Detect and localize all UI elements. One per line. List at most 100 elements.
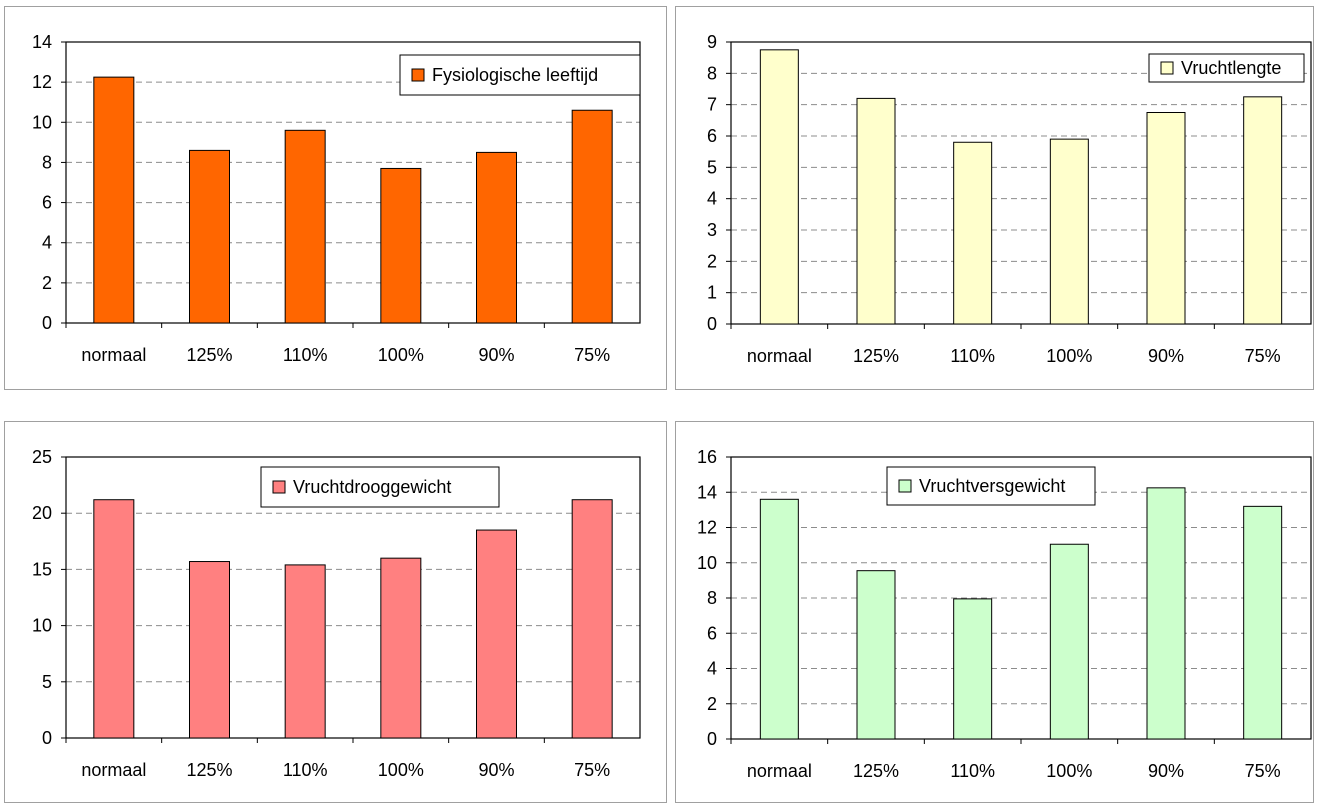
bar (93, 499, 135, 739)
x-tick-label: 100% (378, 345, 424, 365)
bar (571, 109, 613, 324)
y-tick-label: 12 (32, 72, 52, 92)
x-tick-label: 100% (1046, 346, 1092, 366)
chart-svg: 0 2 4 6 8 10 12 14 16 normaal 125% 110% 100% 90% 75% Vr… (697, 447, 1312, 781)
x-tick-label: 75% (574, 345, 610, 365)
x-tick-label: 75% (1245, 346, 1281, 366)
bar (1243, 96, 1283, 325)
y-tick-label: 4 (707, 659, 717, 679)
bar (476, 529, 517, 739)
y-tick-label: 2 (707, 694, 717, 714)
bar (759, 49, 799, 325)
bar (93, 76, 135, 324)
x-tick-label: 125% (186, 760, 232, 780)
bar (1243, 505, 1283, 740)
x-tick-label: 75% (1245, 761, 1281, 781)
y-tick-label: 12 (697, 518, 717, 538)
chart-svg: 0 2 4 6 8 10 12 14 normaal 125% 110% 100% 90% 75% Fysi… (32, 32, 641, 365)
bar (380, 167, 422, 324)
x-tick-label: 100% (1046, 761, 1092, 781)
x-tick-label: 90% (478, 345, 514, 365)
y-tick-label: 1 (707, 283, 717, 303)
chart-vruchtversgewicht: 0 2 4 6 8 10 12 14 16 normaal 125% 110% 100% 90% 75% Vr… (675, 421, 1314, 803)
legend-label: Vruchtversgewicht (919, 476, 1065, 496)
y-tick-label: 10 (32, 112, 52, 132)
y-tick-label: 10 (32, 616, 52, 636)
y-tick-label: 8 (707, 63, 717, 83)
bar (1049, 138, 1089, 325)
x-tick-label: 125% (853, 761, 899, 781)
x-tick-label: 110% (950, 346, 995, 366)
legend-swatch (898, 479, 912, 493)
y-tick-label: 5 (42, 672, 52, 692)
y-tick-label: 2 (707, 251, 717, 271)
chart-vruchtdrooggewicht: 0 5 10 15 20 25 normaal 125% 110% 100% 90% 75% Vruch… (4, 421, 667, 803)
x-tick-label: 125% (186, 345, 232, 365)
x-tick-label: normaal (81, 345, 146, 365)
chart-svg: 0 1 2 3 4 5 6 7 8 9 normaal 125% 110% 100% 90% 75% Vruch… (707, 32, 1312, 366)
plot-area (730, 41, 1312, 325)
legend (260, 466, 500, 508)
y-tick-label: 15 (32, 559, 52, 579)
x-tick-label: 110% (283, 345, 328, 365)
bar (189, 149, 230, 324)
x-tick-label: 90% (1148, 346, 1184, 366)
bar (1146, 487, 1186, 740)
y-tick-label: 0 (707, 729, 717, 749)
y-tick-label: 8 (707, 588, 717, 608)
chart-svg: 0 5 10 15 20 25 normaal 125% 110% 100% 90% 75% Vruch… (32, 447, 641, 780)
bar (476, 151, 517, 324)
bar (856, 97, 896, 325)
y-tick-label: 2 (42, 273, 52, 293)
x-tick-label: 125% (853, 346, 899, 366)
y-tick-label: 20 (32, 503, 52, 523)
bar (1146, 112, 1186, 325)
y-tick-label: 6 (707, 126, 717, 146)
x-tick-label: 90% (1148, 761, 1184, 781)
legend-label: Vruchtdrooggewicht (293, 477, 451, 497)
x-tick-label: normaal (747, 346, 812, 366)
bar (953, 141, 993, 325)
y-tick-label: 5 (707, 157, 717, 177)
bar (189, 561, 230, 739)
legend-swatch (1160, 61, 1174, 75)
y-tick-label: 10 (697, 553, 717, 573)
bar (953, 598, 993, 740)
x-tick-label: 90% (478, 760, 514, 780)
bar (571, 499, 613, 739)
chart-fysiologische-leeftijd: 0 2 4 6 8 10 12 14 normaal 125% 110% 100% 90% 75% Fysi… (4, 6, 667, 390)
legend (1148, 53, 1305, 83)
bar (856, 570, 896, 740)
bar (284, 564, 326, 739)
y-tick-label: 0 (707, 314, 717, 334)
bar (759, 498, 799, 740)
y-tick-label: 0 (42, 313, 52, 333)
bar (380, 557, 422, 739)
chart-vruchtlengte: 0 1 2 3 4 5 6 7 8 9 normaal 125% 110% 100% 90% 75% Vruch… (675, 6, 1314, 390)
x-tick-label: normaal (747, 761, 812, 781)
y-tick-label: 8 (42, 152, 52, 172)
x-tick-label: 110% (950, 761, 995, 781)
y-tick-label: 14 (697, 482, 717, 502)
x-tick-label: 75% (574, 760, 610, 780)
y-tick-label: 4 (707, 189, 717, 209)
y-tick-label: 25 (32, 447, 52, 467)
y-tick-label: 16 (697, 447, 717, 467)
legend (886, 466, 1096, 506)
y-tick-label: 6 (42, 193, 52, 213)
y-tick-label: 6 (707, 623, 717, 643)
x-tick-label: 110% (283, 760, 328, 780)
x-tick-label: 100% (378, 760, 424, 780)
legend-label: Vruchtlengte (1181, 58, 1281, 78)
legend-label: Fysiologische leeftijd (432, 65, 598, 85)
y-tick-label: 3 (707, 220, 717, 240)
y-tick-label: 9 (707, 32, 717, 52)
legend (399, 54, 641, 96)
legend-swatch (411, 68, 425, 82)
bar (284, 129, 326, 324)
bar (1049, 543, 1089, 740)
y-tick-label: 4 (42, 233, 52, 253)
y-tick-label: 14 (32, 32, 52, 52)
legend-swatch (272, 480, 286, 494)
y-tick-label: 0 (42, 728, 52, 748)
